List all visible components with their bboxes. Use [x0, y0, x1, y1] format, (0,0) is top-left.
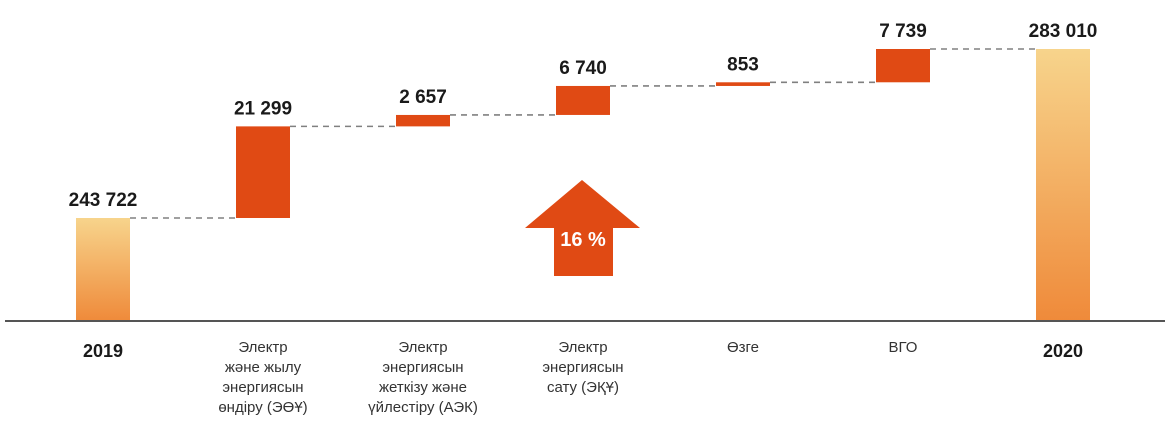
value-label: 283 010 [1029, 21, 1098, 42]
total-bar [1036, 49, 1090, 321]
value-label: 2 657 [399, 87, 447, 108]
category-label: 2020 [1043, 341, 1083, 361]
increase-bar [396, 114, 450, 127]
bars [76, 49, 1090, 321]
total-bar [76, 218, 130, 321]
category-label: ВГО [889, 339, 918, 356]
category-label: Өзге [727, 339, 759, 356]
increase-bar [716, 82, 770, 86]
increase-bar [556, 85, 610, 115]
category-labels: 2019 Электр және жылу энергиясын өндіру (ЭӨҰ… [83, 339, 1083, 416]
connector-lines [130, 48, 1036, 219]
value-label: 21 299 [234, 98, 292, 119]
up-arrow-icon [525, 180, 640, 276]
increase-bar [876, 49, 930, 83]
value-labels: 243 722 21 299 2 657 6 740 853 7 739 283 010 [69, 21, 1098, 211]
category-label: Электр және жылу энергиясын өндіру (ЭӨҰ) [218, 339, 307, 416]
category-label: Электр энергиясын жеткізу және үйлестіру (А… [368, 339, 478, 416]
value-label: 7 739 [879, 21, 927, 42]
growth-arrow: 16 % [525, 180, 640, 276]
value-label: 6 740 [559, 58, 607, 79]
value-label: 853 [727, 54, 759, 75]
category-label: Электр энергиясын сату (ЭҚҰ) [542, 339, 623, 396]
category-label: 2019 [83, 341, 123, 361]
growth-percent-label: 16 % [560, 229, 606, 251]
value-label: 243 722 [69, 190, 138, 211]
increase-bar [236, 126, 290, 218]
